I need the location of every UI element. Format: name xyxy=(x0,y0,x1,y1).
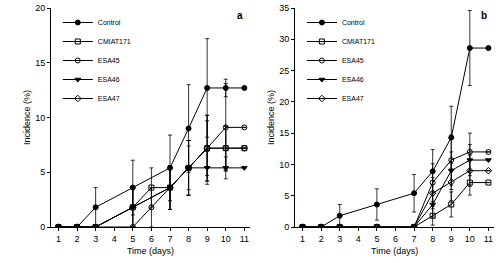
svg-text:8: 8 xyxy=(430,234,435,244)
svg-text:ESA47: ESA47 xyxy=(98,95,120,102)
svg-text:10: 10 xyxy=(279,160,289,170)
svg-text:0: 0 xyxy=(40,222,45,232)
svg-text:ESA46: ESA46 xyxy=(342,76,364,83)
svg-text:2: 2 xyxy=(319,234,324,244)
svg-text:9: 9 xyxy=(449,234,454,244)
svg-text:5: 5 xyxy=(40,167,45,177)
svg-text:ESA45: ESA45 xyxy=(98,57,120,64)
svg-text:20: 20 xyxy=(279,97,289,107)
svg-text:1: 1 xyxy=(56,234,61,244)
svg-text:Time (days): Time (days) xyxy=(371,246,418,256)
svg-text:CMIAT171: CMIAT171 xyxy=(342,38,375,45)
svg-text:3: 3 xyxy=(93,234,98,244)
svg-text:25: 25 xyxy=(279,66,289,76)
svg-text:4: 4 xyxy=(356,234,361,244)
svg-text:8: 8 xyxy=(186,234,191,244)
svg-text:15: 15 xyxy=(279,128,289,138)
svg-text:4: 4 xyxy=(112,234,117,244)
svg-text:5: 5 xyxy=(130,234,135,244)
svg-text:7: 7 xyxy=(412,234,417,244)
svg-text:9: 9 xyxy=(205,234,210,244)
svg-text:0: 0 xyxy=(284,222,289,232)
svg-text:10: 10 xyxy=(221,234,231,244)
svg-text:5: 5 xyxy=(284,191,289,201)
svg-text:6: 6 xyxy=(149,234,154,244)
svg-text:3: 3 xyxy=(337,234,342,244)
svg-text:Time (days): Time (days) xyxy=(127,246,174,256)
svg-text:Control: Control xyxy=(342,19,365,26)
svg-text:a: a xyxy=(237,10,243,21)
svg-text:11: 11 xyxy=(484,234,493,244)
svg-text:ESA45: ESA45 xyxy=(342,57,364,64)
svg-text:15: 15 xyxy=(35,58,45,68)
svg-text:ESA47: ESA47 xyxy=(342,95,364,102)
svg-text:35: 35 xyxy=(279,3,289,13)
svg-text:11: 11 xyxy=(240,234,249,244)
svg-text:Incidence (%): Incidence (%) xyxy=(266,90,276,145)
svg-text:10: 10 xyxy=(35,113,45,123)
svg-text:ESA46: ESA46 xyxy=(98,76,120,83)
svg-text:Control: Control xyxy=(98,19,121,26)
svg-text:10: 10 xyxy=(465,234,475,244)
svg-text:1: 1 xyxy=(300,234,305,244)
svg-text:CMIAT171: CMIAT171 xyxy=(98,38,131,45)
svg-text:b: b xyxy=(481,10,487,21)
svg-text:5: 5 xyxy=(374,234,379,244)
svg-text:30: 30 xyxy=(279,34,289,44)
svg-text:20: 20 xyxy=(35,3,45,13)
svg-text:Incidence (%): Incidence (%) xyxy=(22,90,32,145)
svg-text:7: 7 xyxy=(167,234,172,244)
svg-text:2: 2 xyxy=(75,234,80,244)
svg-text:6: 6 xyxy=(393,234,398,244)
